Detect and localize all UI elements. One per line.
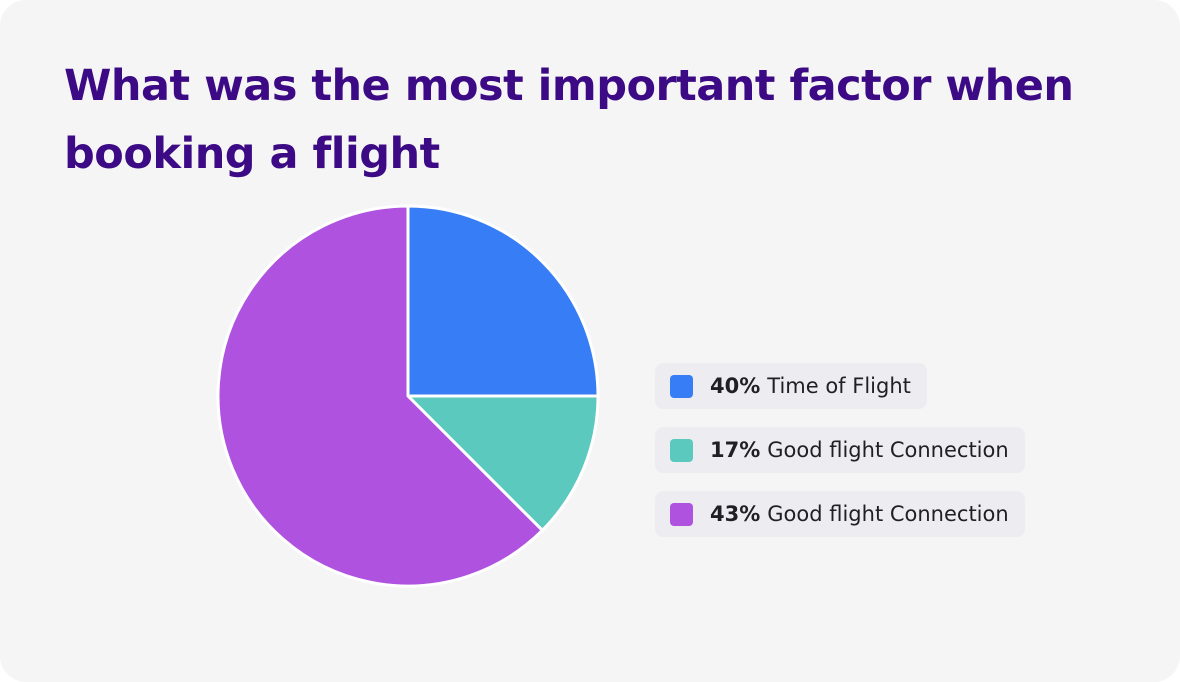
pie-slice-1 <box>406 394 600 532</box>
legend-label: Good flight Connection <box>767 502 1009 526</box>
legend-percent: 17% <box>710 438 761 462</box>
legend-swatch <box>670 438 693 462</box>
legend-label: Time of Flight <box>767 374 911 398</box>
legend-item-time-of-flight: 40% Time of Flight <box>655 363 927 409</box>
pie-slice-0 <box>406 204 600 398</box>
legend-swatch <box>670 502 693 526</box>
pie-slice-2 <box>216 204 544 588</box>
legend-percent: 43% <box>710 502 761 526</box>
legend: 40% Time of Flight 17% Good flight Conne… <box>655 363 1025 555</box>
legend-percent: 40% <box>710 374 761 398</box>
legend-item-good-flight-connection-17: 17% Good flight Connection <box>655 427 1025 473</box>
legend-item-good-flight-connection-43: 43% Good flight Connection <box>655 491 1025 537</box>
legend-swatch <box>670 374 693 398</box>
legend-label: Good flight Connection <box>767 438 1009 462</box>
chart-title: What was the most important factor when … <box>64 61 1074 179</box>
